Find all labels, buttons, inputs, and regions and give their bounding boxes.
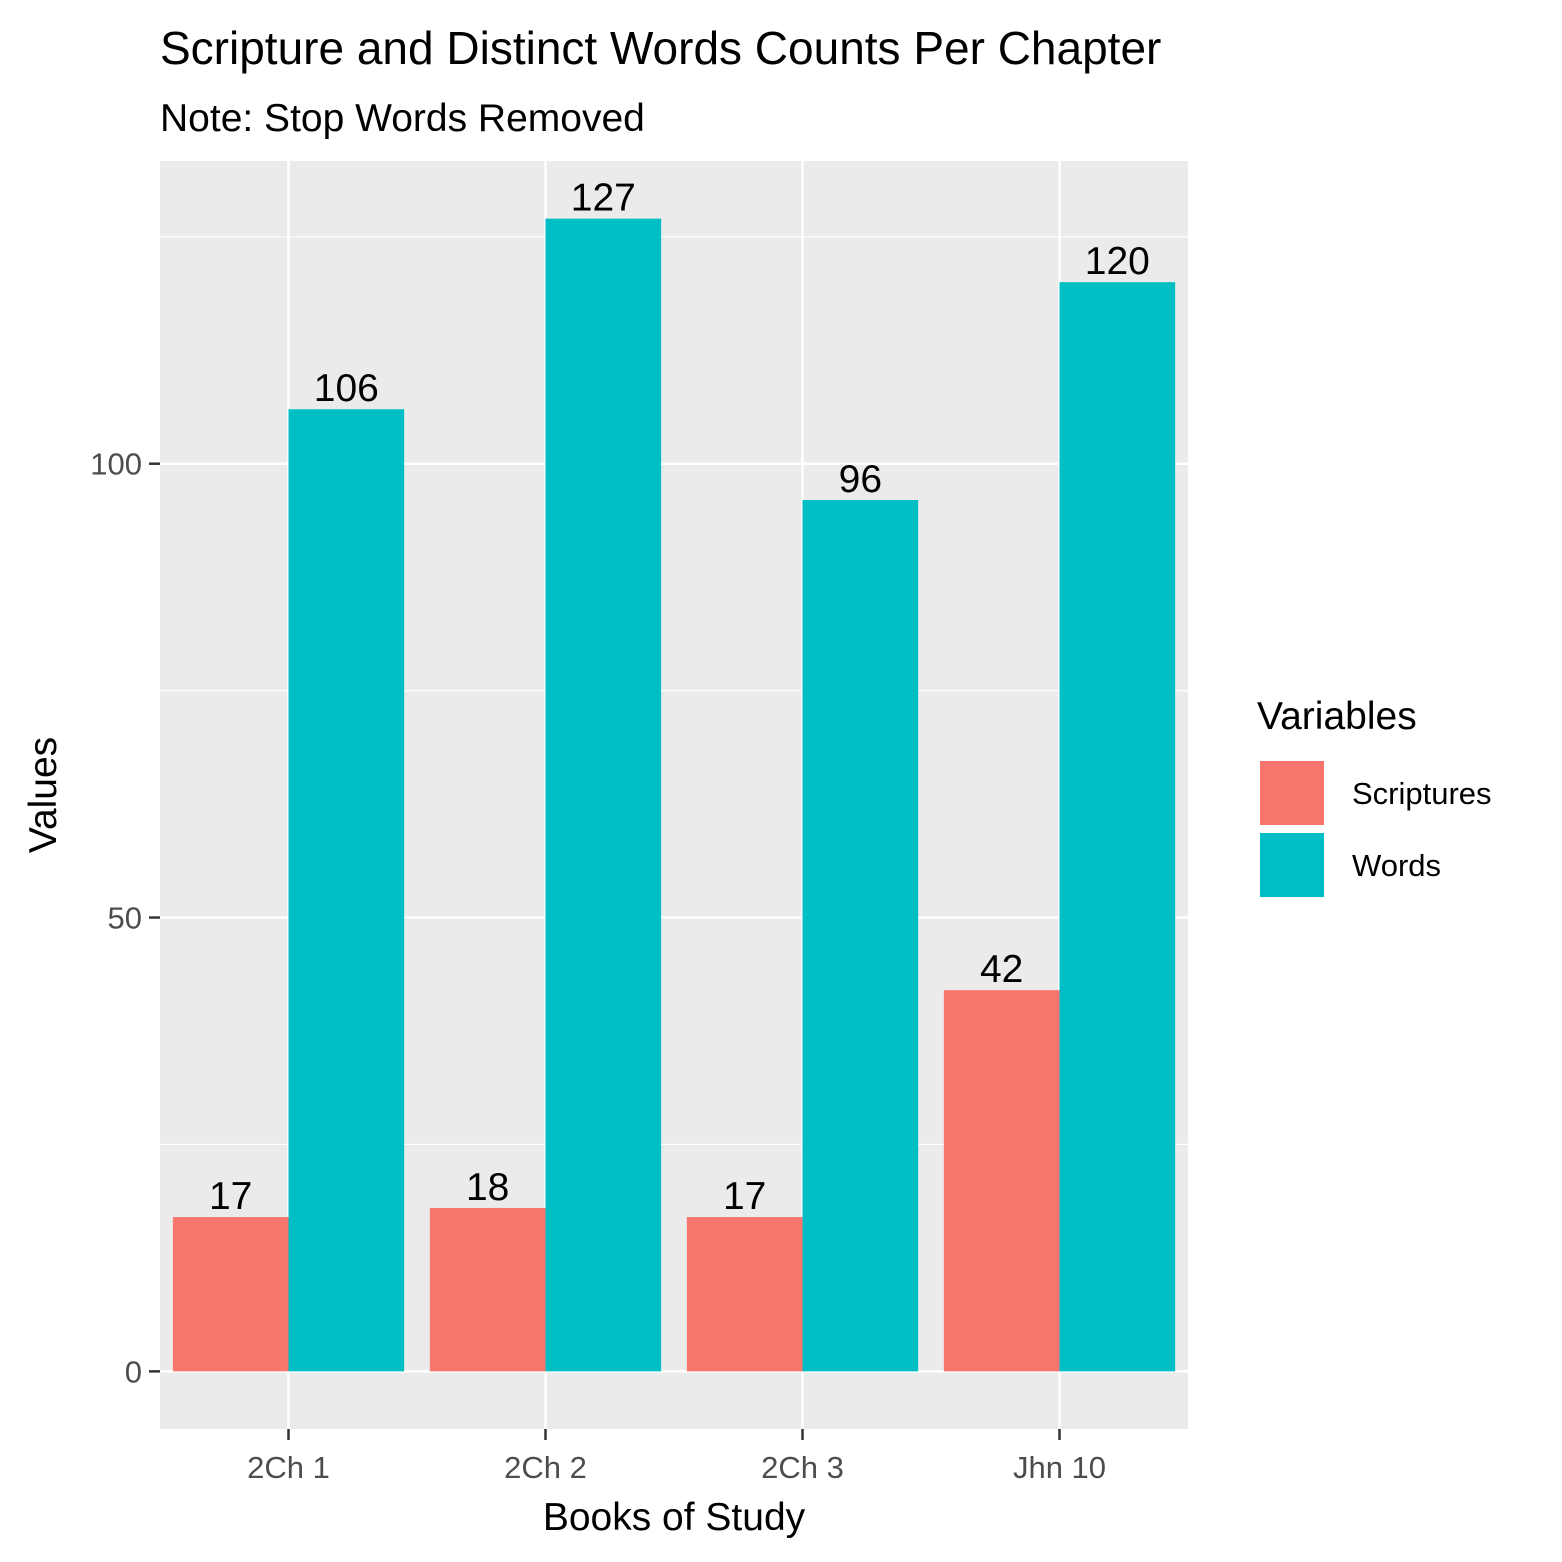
y-axis: 0 50 100 [90,447,160,1389]
legend-label: Scriptures [1352,776,1492,811]
bar-scriptures [172,1217,289,1372]
x-tick-label: 2Ch 2 [504,1450,587,1485]
bar-scriptures [429,1207,546,1372]
data-label: 106 [314,367,379,410]
legend-label: Words [1352,848,1441,883]
legend-swatch-scriptures [1260,761,1324,825]
bar-words [288,409,405,1372]
x-tick-label: Jhn 10 [1013,1450,1106,1485]
chart-title: Scripture and Distinct Words Counts Per … [160,22,1161,74]
y-axis-title: Values [22,737,65,853]
x-axis-title: Books of Study [543,1496,806,1539]
x-tick-label: 2Ch 3 [761,1450,844,1485]
bar-words [545,218,662,1372]
bar-scriptures [943,990,1060,1372]
data-label: 17 [723,1175,766,1218]
bar-words [1059,282,1176,1372]
y-tick-label: 0 [125,1354,142,1389]
data-label: 120 [1085,240,1150,283]
x-axis: 2Ch 1 2Ch 2 2Ch 3 Jhn 10 [247,1429,1106,1485]
bar-words [802,500,919,1372]
x-tick-label: 2Ch 1 [247,1450,330,1485]
data-label: 42 [980,948,1023,991]
data-labels: 17 18 17 42 106 127 96 120 [209,177,1150,1218]
legend: Variables Scriptures Words [1257,695,1492,900]
data-label: 17 [209,1175,252,1218]
legend-title: Variables [1257,695,1417,738]
bar-scriptures [686,1217,803,1372]
legend-swatch-words [1260,833,1324,897]
data-label: 96 [839,458,882,501]
chart-subtitle: Note: Stop Words Removed [160,97,645,140]
y-tick-label: 100 [90,447,142,482]
y-tick-label: 50 [108,901,142,936]
data-label: 18 [466,1166,509,1209]
data-label: 127 [571,177,636,220]
bars [172,218,1176,1372]
